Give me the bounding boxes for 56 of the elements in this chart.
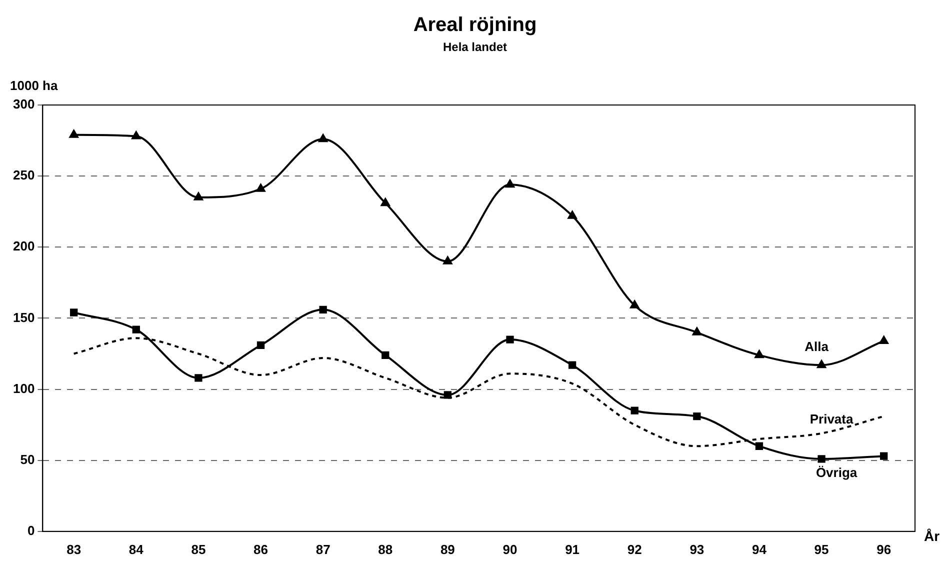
point bbox=[380, 198, 390, 206]
point bbox=[568, 361, 576, 369]
point bbox=[319, 306, 327, 314]
y-tick-label: 200 bbox=[12, 238, 35, 254]
x-tick-label: 88 bbox=[378, 542, 393, 557]
point bbox=[318, 134, 328, 142]
y-tick-label: 300 bbox=[12, 96, 35, 112]
point bbox=[443, 256, 452, 264]
point bbox=[132, 131, 141, 140]
x-tick-label: 89 bbox=[440, 542, 455, 557]
y-tick-label: 50 bbox=[20, 452, 35, 467]
x-tick-label: 83 bbox=[66, 542, 82, 557]
point bbox=[818, 455, 826, 463]
point bbox=[755, 442, 764, 450]
point bbox=[69, 130, 78, 138]
point bbox=[630, 406, 638, 414]
point bbox=[70, 308, 78, 316]
point bbox=[692, 327, 702, 336]
point bbox=[132, 326, 140, 334]
point bbox=[880, 452, 888, 460]
point bbox=[444, 391, 452, 399]
point bbox=[256, 341, 265, 350]
point bbox=[568, 210, 577, 219]
chart-subtitle: Hela landet bbox=[442, 40, 508, 54]
point bbox=[754, 350, 764, 358]
x-tick-label: 86 bbox=[254, 542, 268, 557]
point bbox=[879, 336, 888, 344]
series-label: Övriga bbox=[816, 464, 858, 480]
x-axis-title: År bbox=[924, 528, 940, 544]
y-tick-label: 250 bbox=[12, 168, 35, 183]
point bbox=[630, 300, 640, 308]
x-tick-label: 92 bbox=[627, 542, 642, 557]
chart-title: Areal röjning bbox=[412, 14, 538, 37]
point bbox=[194, 374, 202, 382]
point bbox=[256, 184, 266, 192]
x-tick-label: 95 bbox=[814, 542, 829, 557]
point bbox=[506, 336, 514, 344]
point bbox=[194, 192, 203, 200]
y-tick-label: 0 bbox=[27, 522, 35, 538]
x-tick-label: 87 bbox=[316, 542, 330, 557]
y-tick-label: 150 bbox=[12, 310, 35, 325]
point bbox=[693, 412, 701, 420]
x-tick-label: 96 bbox=[876, 542, 892, 557]
x-tick-label: 84 bbox=[128, 542, 144, 557]
series-label: Alla bbox=[804, 339, 830, 354]
point bbox=[506, 180, 514, 188]
x-tick-label: 93 bbox=[690, 542, 704, 557]
point bbox=[817, 360, 826, 368]
x-tick-label: 91 bbox=[565, 542, 580, 557]
x-tick-label: 90 bbox=[502, 542, 518, 557]
x-tick-label: 85 bbox=[191, 542, 206, 557]
x-tick-label: 94 bbox=[752, 542, 768, 557]
series-label: Privata bbox=[810, 411, 854, 426]
point bbox=[382, 351, 390, 359]
y-axis-title: 1000 ha bbox=[10, 78, 58, 93]
y-tick-label: 100 bbox=[12, 380, 35, 396]
